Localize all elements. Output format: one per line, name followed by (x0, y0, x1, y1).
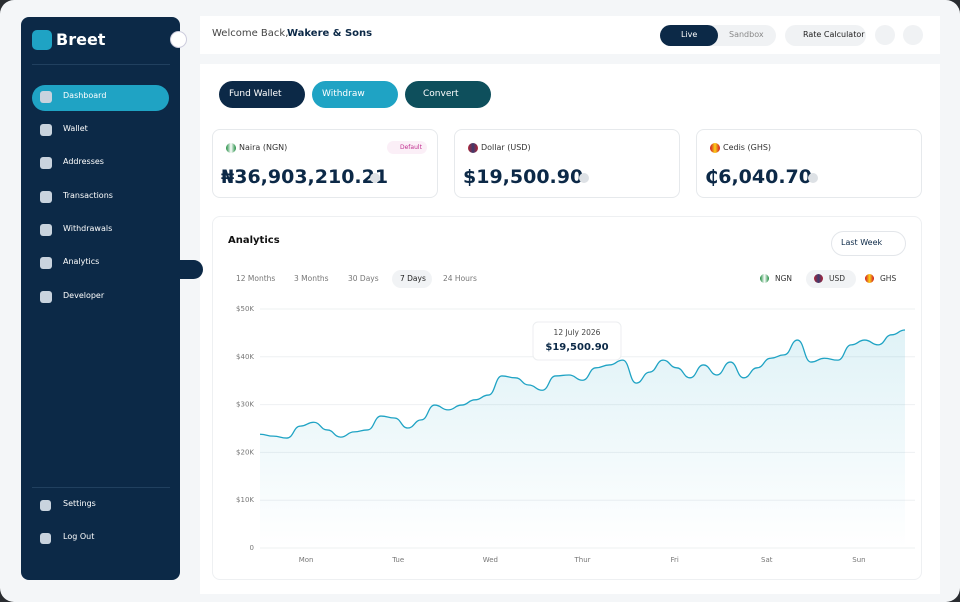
collapse-button[interactable] (170, 31, 187, 48)
area-fill (260, 330, 905, 548)
currency-label: Naira (NGN) (239, 143, 288, 152)
x-tick-label: Sat (761, 556, 773, 564)
range-active (392, 270, 432, 288)
period-dropdown[interactable] (831, 231, 906, 256)
user-button[interactable] (903, 25, 923, 45)
nav-item[interactable]: Settings (63, 499, 96, 508)
y-tick-label: $50K (236, 305, 254, 313)
brand-logo (32, 30, 52, 50)
action-label[interactable]: Convert (423, 89, 459, 99)
tooltip-date: 12 July 2026 (554, 328, 601, 337)
nav-icon (40, 291, 52, 303)
nav-icon (40, 91, 52, 103)
greeting: Welcome Back, (212, 28, 289, 39)
y-tick-label: $40K (236, 353, 254, 361)
range-tab[interactable]: 3 Months (294, 274, 329, 283)
rate-button[interactable] (785, 25, 866, 46)
nav-item[interactable]: Analytics (63, 257, 100, 266)
toggle-visibility[interactable] (808, 173, 818, 183)
period-label[interactable]: Last Week (841, 238, 883, 247)
currency-tab[interactable]: USD (829, 274, 846, 283)
flag (865, 274, 874, 283)
currency-tab[interactable]: GHS (880, 274, 897, 283)
currency-label: Dollar (USD) (481, 143, 531, 152)
nav-icon (40, 500, 51, 511)
nav-icon (40, 191, 52, 203)
nav-item[interactable]: Wallet (63, 124, 88, 133)
y-tick-label: $10K (236, 496, 254, 504)
mode-live[interactable] (660, 25, 718, 46)
mode-label[interactable]: Live (681, 30, 698, 39)
x-tick-label: Tue (391, 556, 404, 564)
x-tick-label: Fri (670, 556, 678, 564)
tooltip-value: $19,500.90 (545, 342, 608, 353)
flag (468, 143, 478, 153)
action-button[interactable] (405, 81, 491, 108)
action-button[interactable] (219, 81, 305, 108)
bell-button[interactable] (875, 25, 895, 45)
toggle-visibility[interactable] (579, 173, 589, 183)
badge-bg (387, 141, 427, 154)
nav-icon (40, 533, 51, 544)
flag (814, 274, 823, 283)
x-tick-label: Mon (299, 556, 314, 564)
y-tick-label: $20K (236, 448, 254, 456)
currency-tab[interactable]: NGN (775, 274, 793, 283)
sidebar-divider (32, 487, 170, 488)
nav-item[interactable]: Addresses (63, 157, 104, 166)
balance-card (212, 129, 438, 198)
balance-card (696, 129, 922, 198)
action-button[interactable] (312, 81, 398, 108)
y-tick-label: $30K (236, 401, 254, 409)
flag (760, 274, 769, 283)
rate-label: Rate Calculator (803, 30, 865, 39)
info-button[interactable] (180, 260, 203, 279)
company: Wakere & Sons (287, 28, 373, 39)
nav-item[interactable]: Dashboard (63, 91, 107, 100)
balance-card (454, 129, 680, 198)
nav-item[interactable]: Transactions (63, 191, 113, 200)
flag (226, 143, 236, 153)
flag (710, 143, 720, 153)
amount: ₵6,040.70 (705, 166, 812, 188)
brand-name: Breet (56, 30, 106, 49)
amount: $19,500.90 (463, 166, 584, 188)
x-tick-label: Sun (852, 556, 865, 564)
nav-item[interactable]: Developer (63, 291, 105, 300)
range-tab[interactable]: 7 Days (400, 274, 426, 283)
range-tab[interactable]: 30 Days (348, 274, 379, 283)
range-tab[interactable]: 12 Months (236, 274, 276, 283)
action-label[interactable]: Withdraw (322, 89, 365, 99)
y-tick-label: 0 (250, 544, 254, 552)
analytics-title: Analytics (228, 235, 280, 246)
nav-item[interactable]: Log Out (63, 532, 95, 541)
nav-icon (40, 257, 52, 269)
currency-label: Cedis (GHS) (723, 143, 772, 152)
toggle-visibility[interactable] (370, 173, 380, 183)
mode-label[interactable]: Sandbox (729, 30, 764, 39)
badge: Default (400, 144, 422, 151)
nav-icon (40, 224, 52, 236)
action-label[interactable]: Fund Wallet (229, 89, 282, 99)
tooltip (532, 321, 622, 361)
nav-icon (40, 124, 52, 136)
nav-active[interactable] (32, 85, 169, 111)
nav-item[interactable]: Withdrawals (63, 224, 113, 233)
nav-icon (40, 157, 52, 169)
x-tick-label: Wed (483, 556, 498, 564)
sidebar-divider (32, 64, 170, 65)
amount: ₦36,903,210.21 (221, 166, 389, 188)
x-tick-label: Thur (573, 556, 590, 564)
range-tab[interactable]: 24 Hours (443, 274, 477, 283)
area-line (259, 329, 906, 439)
